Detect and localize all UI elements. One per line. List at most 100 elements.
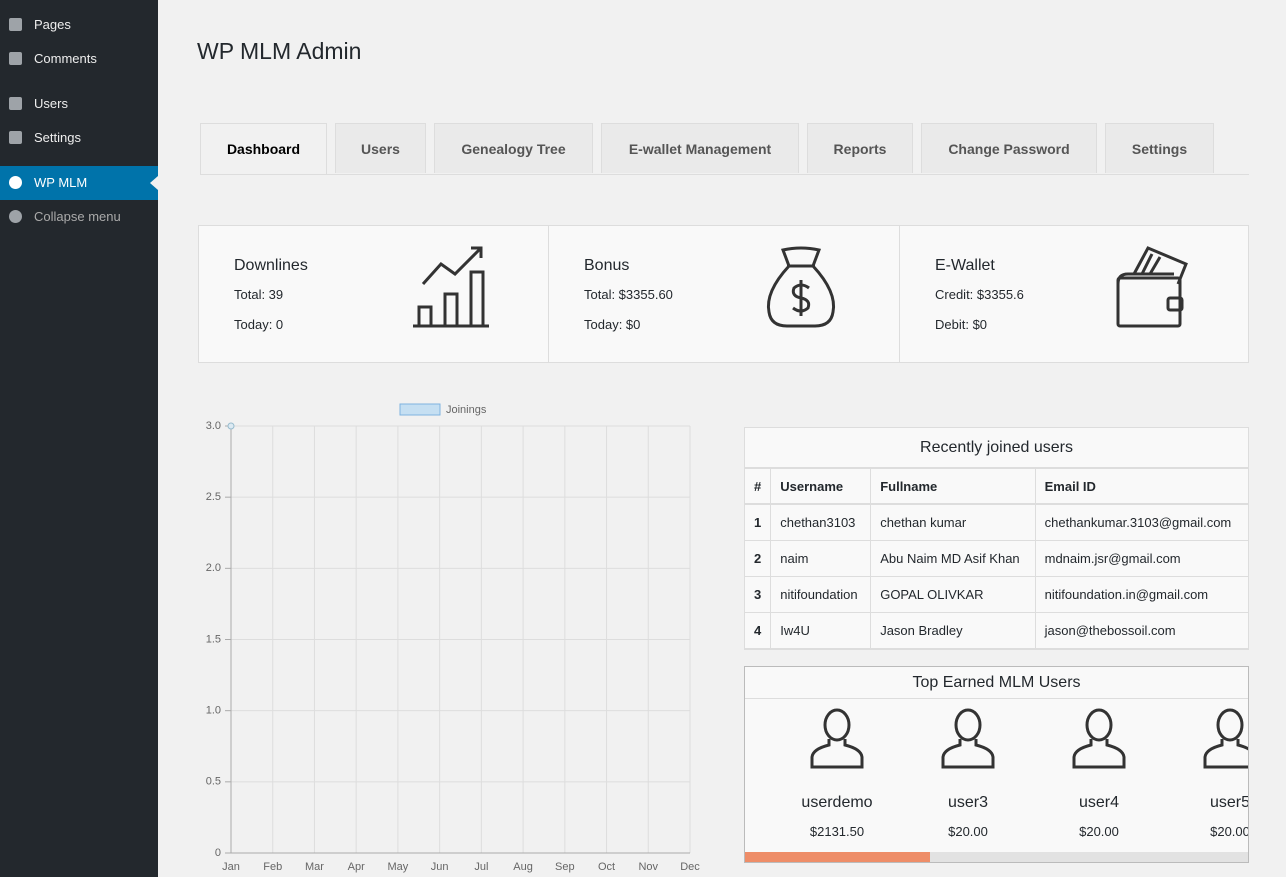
x-tick-label: Mar: [305, 861, 324, 873]
table-row: 2 naim Abu Naim MD Asif Khan mdnaim.jsr@gma…: [745, 540, 1248, 577]
user-icon: [1203, 708, 1248, 769]
menu-item[interactable]: Pages: [0, 8, 158, 42]
x-tick-label: Aug: [513, 861, 533, 873]
legend-label: Joinings: [446, 404, 487, 416]
table-cell: 2: [745, 540, 772, 577]
menu-label[interactable]: Users: [34, 96, 68, 111]
tab[interactable]: Settings: [1105, 123, 1214, 173]
y-tick-label: 3.0: [206, 420, 221, 432]
menu-label[interactable]: Settings: [34, 130, 81, 145]
earner-amount: $20.00: [948, 824, 988, 839]
menu-label[interactable]: WP MLM: [34, 175, 88, 190]
user-icon: [941, 708, 995, 769]
table-cell: 1: [745, 503, 772, 541]
column-header: Fullname: [870, 468, 1036, 505]
table-cell: GOPAL OLIVKAR: [870, 576, 1036, 613]
table-cell: 3: [745, 576, 772, 613]
column-header: Email ID: [1034, 468, 1248, 505]
stat-card: Downlines Total: 39 Today: 0: [198, 225, 549, 363]
data-point: [227, 422, 235, 430]
card-title: Bonus: [584, 257, 630, 274]
scroll-thumb[interactable]: [745, 852, 930, 862]
table-body: 1 chethan3103 chethan kumar chethankumar.31…: [745, 503, 1248, 649]
earner-name: user3: [947, 794, 989, 811]
table-cell: chethan kumar: [870, 503, 1036, 541]
table-cell: chethankumar.3103@gmail.com: [1034, 503, 1248, 541]
table-cell: chethan3103: [770, 503, 872, 541]
wallet-icon: [1116, 246, 1188, 328]
table-cell: 4: [745, 612, 772, 649]
tab[interactable]: Dashboard: [200, 123, 327, 175]
earner: userdemo $2131.50: [772, 707, 902, 839]
earner: user3 $20.00: [903, 707, 1033, 839]
menu-item[interactable]: Comments: [0, 42, 158, 76]
tab-line: [200, 174, 1249, 175]
earner-name: userdemo: [801, 794, 873, 811]
earner-amount: $20.00: [1210, 824, 1249, 839]
growth-icon: [413, 246, 489, 328]
tab[interactable]: Reports: [807, 123, 913, 173]
x-tick-label: Dec: [680, 861, 700, 873]
stat-card: Bonus Total: $3355.60 Today: $0: [548, 225, 900, 363]
x-tick-label: Nov: [638, 861, 658, 873]
y-tick-label: 1.0: [206, 705, 221, 717]
user-icon: [810, 708, 864, 769]
x-tick-label: Feb: [263, 861, 282, 873]
menu-label[interactable]: Comments: [34, 51, 97, 66]
x-tick-label: Jul: [474, 861, 488, 873]
earner-name: user4: [1078, 794, 1120, 811]
table-cell: nitifoundation.in@gmail.com: [1034, 576, 1248, 613]
x-tick-label: Jan: [222, 861, 240, 873]
scrollbar[interactable]: [745, 852, 1248, 862]
tab[interactable]: E-wallet Management: [601, 123, 799, 173]
card-line: Total: 39: [234, 287, 284, 302]
tab[interactable]: Change Password: [921, 123, 1097, 173]
tab[interactable]: Users: [335, 123, 426, 173]
card-line: Today: $0: [584, 317, 641, 332]
top-earners-panel: Top Earned MLM Users userdemo $2131.50 use…: [744, 666, 1249, 863]
menu-item[interactable]: Settings: [0, 121, 158, 155]
menu-item[interactable]: Users: [0, 87, 158, 121]
menu-label[interactable]: Pages: [34, 17, 71, 32]
money-bag-icon: [766, 246, 836, 328]
panel-title: Top Earned MLM Users: [745, 667, 1248, 699]
earner-name: user5: [1209, 794, 1249, 811]
recent-users-panel: Recently joined users # Username Fullname E…: [744, 427, 1249, 650]
table-row: 4 Iw4U Jason Bradley jason@thebossoil.com: [745, 612, 1248, 649]
y-tick-label: 0.5: [206, 776, 221, 788]
table-cell: Iw4U: [770, 612, 872, 649]
x-tick-label: Sep: [555, 861, 575, 873]
y-tick-label: 1.5: [206, 633, 221, 645]
card-line: Debit: $0: [935, 317, 988, 332]
table-cell: nitifoundation: [770, 576, 872, 613]
table-cell: naim: [770, 540, 872, 577]
table-cell: jason@thebossoil.com: [1034, 612, 1248, 649]
table-row: 3 nitifoundation GOPAL OLIVKAR nitifoundati…: [745, 576, 1248, 613]
menu-item-active[interactable]: WP MLM: [0, 166, 158, 200]
x-tick-label: Jun: [431, 861, 449, 873]
x-tick-label: May: [388, 861, 409, 873]
y-tick-label: 2.5: [206, 491, 221, 503]
tab[interactable]: Genealogy Tree: [434, 123, 593, 173]
menu-item[interactable]: Collapse menu: [0, 200, 158, 234]
card-line: Credit: $3355.6: [935, 287, 1024, 302]
card-title: Downlines: [234, 257, 308, 274]
menu-label[interactable]: Collapse menu: [34, 209, 121, 224]
card-line: Today: 0: [234, 317, 284, 332]
x-tick-label: Oct: [598, 861, 615, 873]
legend-swatch: [399, 403, 441, 416]
page-title: WP MLM Admin: [197, 38, 362, 64]
earner-amount: $2131.50: [809, 824, 865, 839]
panel-title: Recently joined users: [745, 428, 1248, 468]
earner: user4 $20.00: [1034, 707, 1164, 839]
users-table: # Username Fullname Email ID 1 chethan3103 che…: [745, 468, 1248, 649]
table-row: 1 chethan3103 chethan kumar chethankumar.31…: [745, 503, 1248, 541]
table-cell: mdnaim.jsr@gmail.com: [1034, 540, 1248, 577]
earner: user5 $20.00: [1165, 707, 1249, 839]
column-header: Username: [770, 468, 872, 505]
earner-amount: $20.00: [1079, 824, 1119, 839]
sidebar: Pages Comments Users Settings WP MLM Col…: [0, 0, 158, 877]
y-tick-label: 0: [215, 847, 221, 859]
